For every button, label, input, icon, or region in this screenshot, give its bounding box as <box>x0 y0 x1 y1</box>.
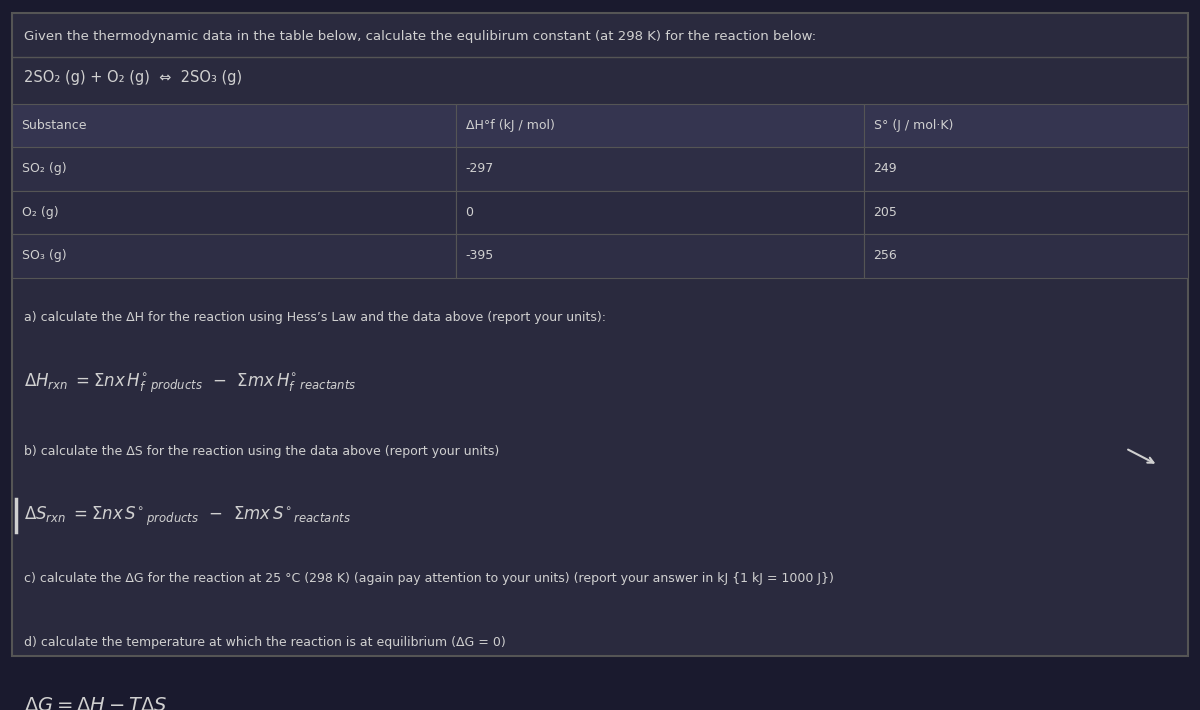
Text: SO₃ (g): SO₃ (g) <box>22 249 66 263</box>
Text: 0: 0 <box>466 206 474 219</box>
Text: c) calculate the ΔG for the reaction at 25 °C (298 K) (again pay attention to yo: c) calculate the ΔG for the reaction at … <box>24 572 834 585</box>
Text: a) calculate the ΔH for the reaction using Hess’s Law and the data above (report: a) calculate the ΔH for the reaction usi… <box>24 311 606 324</box>
FancyBboxPatch shape <box>864 104 1188 147</box>
Text: -297: -297 <box>466 163 494 175</box>
Text: Given the thermodynamic data in the table below, calculate the equlibirum consta: Given the thermodynamic data in the tabl… <box>24 30 816 43</box>
FancyBboxPatch shape <box>456 191 864 234</box>
Text: Substance: Substance <box>22 119 88 132</box>
Text: SO₂ (g): SO₂ (g) <box>22 163 66 175</box>
Text: 256: 256 <box>874 249 898 263</box>
Text: 249: 249 <box>874 163 898 175</box>
FancyBboxPatch shape <box>864 147 1188 191</box>
Text: $\Delta H_{rxn}$ $= \Sigma nx\, H_f^{\circ}$$_{\,products}$  $-$  $\Sigma mx\, H: $\Delta H_{rxn}$ $= \Sigma nx\, H_f^{\ci… <box>24 371 356 395</box>
FancyBboxPatch shape <box>864 191 1188 234</box>
Text: $\Delta G = \Delta H - T\Delta S$: $\Delta G = \Delta H - T\Delta S$ <box>24 696 167 710</box>
Text: d) calculate the temperature at which the reaction is at equilibrium (ΔG = 0): d) calculate the temperature at which th… <box>24 635 505 649</box>
FancyBboxPatch shape <box>12 13 1188 656</box>
FancyBboxPatch shape <box>12 147 456 191</box>
FancyBboxPatch shape <box>864 234 1188 278</box>
Text: b) calculate the ΔS for the reaction using the data above (report your units): b) calculate the ΔS for the reaction usi… <box>24 445 499 458</box>
FancyBboxPatch shape <box>12 104 456 147</box>
Text: O₂ (g): O₂ (g) <box>22 206 59 219</box>
Text: 2SO₂ (g) + O₂ (g)  ⇔  2SO₃ (g): 2SO₂ (g) + O₂ (g) ⇔ 2SO₃ (g) <box>24 70 242 85</box>
Text: -395: -395 <box>466 249 494 263</box>
Text: ΔH°f (kJ / mol): ΔH°f (kJ / mol) <box>466 119 554 132</box>
FancyBboxPatch shape <box>12 234 456 278</box>
FancyBboxPatch shape <box>456 234 864 278</box>
FancyBboxPatch shape <box>12 191 456 234</box>
Text: S° (J / mol·K): S° (J / mol·K) <box>874 119 953 132</box>
FancyBboxPatch shape <box>456 147 864 191</box>
Text: 205: 205 <box>874 206 898 219</box>
Text: $\Delta S_{rxn}$ $= \Sigma nx\, S^{\circ}$$_{\,products}$  $-$  $\Sigma mx\, S^{: $\Delta S_{rxn}$ $= \Sigma nx\, S^{\circ… <box>24 506 350 528</box>
FancyBboxPatch shape <box>456 104 864 147</box>
